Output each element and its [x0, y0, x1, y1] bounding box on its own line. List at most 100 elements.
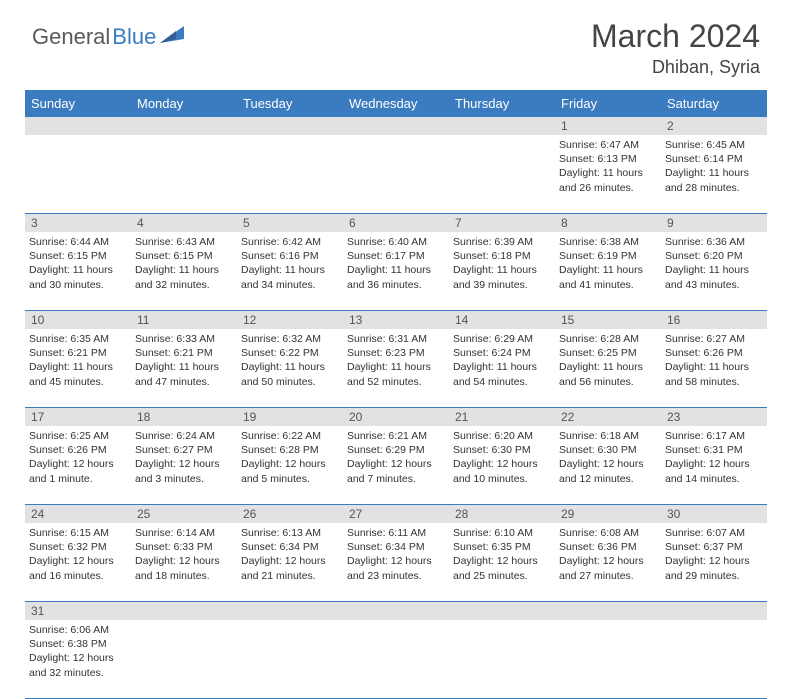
daylight-line: Daylight: 11 hours and 50 minutes.	[241, 360, 339, 388]
sunset-line: Sunset: 6:16 PM	[241, 249, 339, 263]
week-row: Sunrise: 6:15 AMSunset: 6:32 PMDaylight:…	[25, 523, 767, 602]
day-cell: Sunrise: 6:28 AMSunset: 6:25 PMDaylight:…	[555, 329, 661, 407]
day-cell: Sunrise: 6:25 AMSunset: 6:26 PMDaylight:…	[25, 426, 131, 504]
sunrise-line: Sunrise: 6:40 AM	[347, 235, 445, 249]
page-title: March 2024	[591, 18, 760, 55]
day-cell: Sunrise: 6:38 AMSunset: 6:19 PMDaylight:…	[555, 232, 661, 310]
sunrise-line: Sunrise: 6:18 AM	[559, 429, 657, 443]
sunrise-line: Sunrise: 6:44 AM	[29, 235, 127, 249]
day-cell	[131, 620, 237, 698]
week-row: Sunrise: 6:47 AMSunset: 6:13 PMDaylight:…	[25, 135, 767, 214]
sunset-line: Sunset: 6:26 PM	[29, 443, 127, 457]
sunrise-line: Sunrise: 6:21 AM	[347, 429, 445, 443]
day-number-row: 10111213141516	[25, 311, 767, 329]
week-block: 31Sunrise: 6:06 AMSunset: 6:38 PMDayligh…	[25, 602, 767, 699]
day-number: 16	[661, 311, 767, 329]
week-row: Sunrise: 6:06 AMSunset: 6:38 PMDaylight:…	[25, 620, 767, 699]
sunset-line: Sunset: 6:30 PM	[559, 443, 657, 457]
sunrise-line: Sunrise: 6:29 AM	[453, 332, 551, 346]
sunset-line: Sunset: 6:14 PM	[665, 152, 763, 166]
daylight-line: Daylight: 11 hours and 34 minutes.	[241, 263, 339, 291]
day-cell	[555, 620, 661, 698]
day-number-row: 3456789	[25, 214, 767, 232]
weekday-header: Sunday Monday Tuesday Wednesday Thursday…	[25, 90, 767, 117]
sunset-line: Sunset: 6:21 PM	[29, 346, 127, 360]
sunrise-line: Sunrise: 6:08 AM	[559, 526, 657, 540]
day-cell	[449, 620, 555, 698]
sunset-line: Sunset: 6:17 PM	[347, 249, 445, 263]
daylight-line: Daylight: 12 hours and 32 minutes.	[29, 651, 127, 679]
daylight-line: Daylight: 11 hours and 54 minutes.	[453, 360, 551, 388]
title-block: March 2024 Dhiban, Syria	[591, 18, 760, 78]
daylight-line: Daylight: 12 hours and 25 minutes.	[453, 554, 551, 582]
daylight-line: Daylight: 11 hours and 32 minutes.	[135, 263, 233, 291]
sunrise-line: Sunrise: 6:13 AM	[241, 526, 339, 540]
sunset-line: Sunset: 6:32 PM	[29, 540, 127, 554]
sunrise-line: Sunrise: 6:11 AM	[347, 526, 445, 540]
sunrise-line: Sunrise: 6:35 AM	[29, 332, 127, 346]
day-cell: Sunrise: 6:10 AMSunset: 6:35 PMDaylight:…	[449, 523, 555, 601]
day-cell: Sunrise: 6:06 AMSunset: 6:38 PMDaylight:…	[25, 620, 131, 698]
sunset-line: Sunset: 6:15 PM	[135, 249, 233, 263]
sunrise-line: Sunrise: 6:45 AM	[665, 138, 763, 152]
day-number: 1	[555, 117, 661, 135]
day-number: 17	[25, 408, 131, 426]
day-number	[131, 602, 237, 620]
weekday-label: Saturday	[661, 90, 767, 117]
sunset-line: Sunset: 6:18 PM	[453, 249, 551, 263]
week-block: 12Sunrise: 6:47 AMSunset: 6:13 PMDayligh…	[25, 117, 767, 214]
week-row: Sunrise: 6:44 AMSunset: 6:15 PMDaylight:…	[25, 232, 767, 311]
sunset-line: Sunset: 6:38 PM	[29, 637, 127, 651]
sunrise-line: Sunrise: 6:27 AM	[665, 332, 763, 346]
day-number: 12	[237, 311, 343, 329]
brand-part2: Blue	[112, 24, 156, 50]
day-cell	[237, 135, 343, 213]
sunrise-line: Sunrise: 6:07 AM	[665, 526, 763, 540]
day-cell: Sunrise: 6:33 AMSunset: 6:21 PMDaylight:…	[131, 329, 237, 407]
flag-icon	[160, 26, 186, 49]
day-cell: Sunrise: 6:43 AMSunset: 6:15 PMDaylight:…	[131, 232, 237, 310]
day-cell: Sunrise: 6:39 AMSunset: 6:18 PMDaylight:…	[449, 232, 555, 310]
daylight-line: Daylight: 12 hours and 7 minutes.	[347, 457, 445, 485]
sunset-line: Sunset: 6:31 PM	[665, 443, 763, 457]
day-cell	[25, 135, 131, 213]
sunset-line: Sunset: 6:25 PM	[559, 346, 657, 360]
sunset-line: Sunset: 6:35 PM	[453, 540, 551, 554]
sunset-line: Sunset: 6:33 PM	[135, 540, 233, 554]
day-cell: Sunrise: 6:24 AMSunset: 6:27 PMDaylight:…	[131, 426, 237, 504]
sunrise-line: Sunrise: 6:36 AM	[665, 235, 763, 249]
day-number: 7	[449, 214, 555, 232]
day-number: 2	[661, 117, 767, 135]
sunrise-line: Sunrise: 6:33 AM	[135, 332, 233, 346]
daylight-line: Daylight: 11 hours and 58 minutes.	[665, 360, 763, 388]
day-number	[237, 117, 343, 135]
day-number: 10	[25, 311, 131, 329]
sunrise-line: Sunrise: 6:32 AM	[241, 332, 339, 346]
day-number-row: 12	[25, 117, 767, 135]
sunset-line: Sunset: 6:24 PM	[453, 346, 551, 360]
sunrise-line: Sunrise: 6:39 AM	[453, 235, 551, 249]
sunrise-line: Sunrise: 6:22 AM	[241, 429, 339, 443]
day-number	[449, 602, 555, 620]
day-number: 27	[343, 505, 449, 523]
sunrise-line: Sunrise: 6:38 AM	[559, 235, 657, 249]
week-block: 24252627282930Sunrise: 6:15 AMSunset: 6:…	[25, 505, 767, 602]
day-number: 25	[131, 505, 237, 523]
day-cell	[661, 620, 767, 698]
daylight-line: Daylight: 12 hours and 16 minutes.	[29, 554, 127, 582]
week-row: Sunrise: 6:25 AMSunset: 6:26 PMDaylight:…	[25, 426, 767, 505]
sunrise-line: Sunrise: 6:06 AM	[29, 623, 127, 637]
weekday-label: Friday	[555, 90, 661, 117]
week-row: Sunrise: 6:35 AMSunset: 6:21 PMDaylight:…	[25, 329, 767, 408]
day-number-row: 17181920212223	[25, 408, 767, 426]
day-number: 22	[555, 408, 661, 426]
daylight-line: Daylight: 12 hours and 12 minutes.	[559, 457, 657, 485]
sunset-line: Sunset: 6:23 PM	[347, 346, 445, 360]
day-cell	[343, 135, 449, 213]
daylight-line: Daylight: 12 hours and 14 minutes.	[665, 457, 763, 485]
sunset-line: Sunset: 6:20 PM	[665, 249, 763, 263]
day-cell: Sunrise: 6:07 AMSunset: 6:37 PMDaylight:…	[661, 523, 767, 601]
sunset-line: Sunset: 6:22 PM	[241, 346, 339, 360]
sunrise-line: Sunrise: 6:14 AM	[135, 526, 233, 540]
daylight-line: Daylight: 11 hours and 45 minutes.	[29, 360, 127, 388]
